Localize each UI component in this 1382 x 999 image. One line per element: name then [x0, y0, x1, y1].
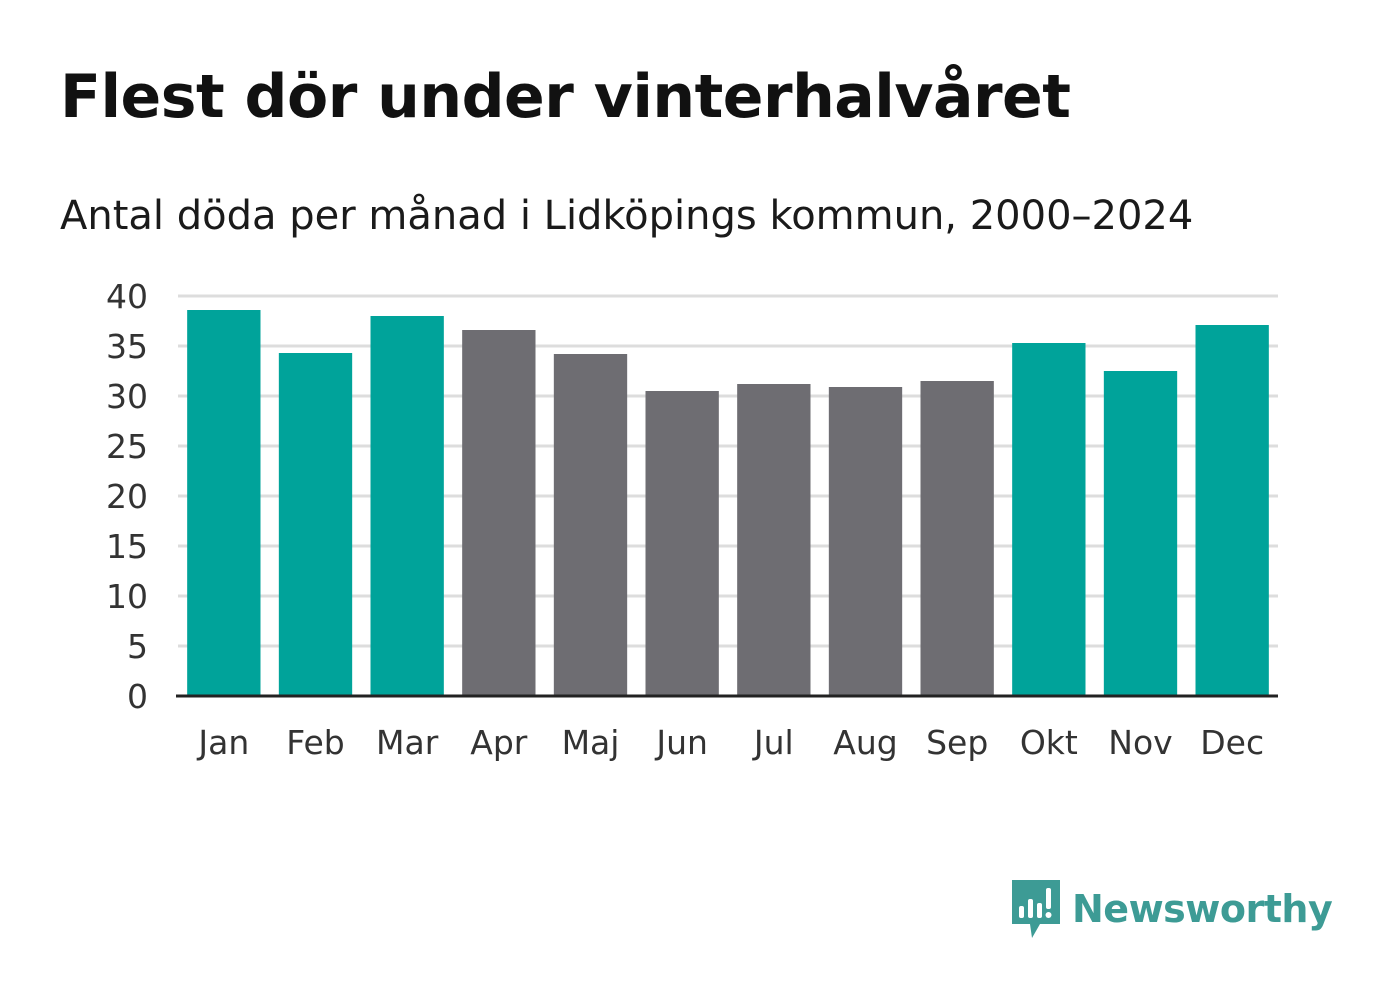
x-tick-label-jul: Jul: [752, 723, 794, 762]
x-tick-label-feb: Feb: [286, 723, 344, 762]
y-tick-label-10: 10: [106, 577, 148, 616]
bars: [187, 310, 1269, 696]
bar-dec: [1195, 325, 1269, 696]
y-tick-label-15: 15: [106, 527, 148, 566]
bar-mar: [370, 316, 444, 696]
chart-subtitle: Antal döda per månad i Lidköpings kommun…: [60, 193, 1194, 239]
bar-jan: [187, 310, 261, 696]
y-tick-label-5: 5: [127, 627, 148, 666]
x-tick-label-jun: Jun: [654, 723, 708, 762]
bar-jul: [737, 384, 811, 696]
x-tick-label-jan: Jan: [196, 723, 249, 762]
x-tick-label-nov: Nov: [1108, 723, 1172, 762]
newsworthy-logo: Newsworthy: [1010, 878, 1333, 940]
bar-jun: [645, 391, 719, 696]
x-tick-label-mar: Mar: [376, 723, 439, 762]
labels: 0 5 10 15 20 25 30 35 40 Jan Feb Mar Apr Maj Jun Jul Aug…: [106, 277, 1264, 762]
y-tick-label-25: 25: [106, 427, 148, 466]
brand-name: Newsworthy: [1072, 887, 1333, 931]
y-tick-label-40: 40: [106, 277, 148, 316]
bar-feb: [278, 353, 353, 696]
bar-nov: [1103, 371, 1178, 696]
y-tick-label-0: 0: [127, 677, 148, 716]
x-tick-label-okt: Okt: [1020, 723, 1078, 762]
x-tick-label-maj: Maj: [562, 723, 620, 762]
bar-maj: [553, 354, 628, 696]
newsworthy-logo-icon: [1012, 880, 1060, 938]
x-tick-label-dec: Dec: [1200, 723, 1264, 762]
bar-sep: [920, 381, 994, 696]
grid-lines: [178, 294, 1278, 648]
x-tick-label-apr: Apr: [470, 723, 528, 762]
y-tick-label-20: 20: [106, 477, 148, 516]
bar-aug: [828, 387, 903, 696]
chart-title: Flest dör under vinterhalvåret: [60, 62, 1071, 132]
x-tick-label-aug: Aug: [833, 723, 897, 762]
y-tick-label-35: 35: [106, 327, 148, 366]
y-tick-label-30: 30: [106, 377, 148, 416]
bar-apr: [462, 330, 536, 696]
bar-okt: [1012, 343, 1086, 696]
x-tick-label-sep: Sep: [926, 723, 988, 762]
